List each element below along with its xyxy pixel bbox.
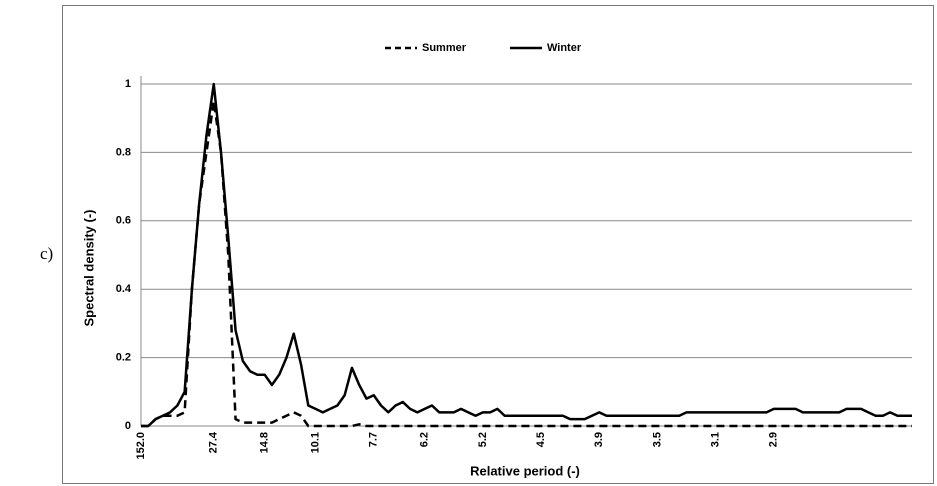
series-line bbox=[141, 82, 912, 428]
y-tick-label: 0 bbox=[125, 420, 131, 432]
x-tick-label: 7.7 bbox=[368, 432, 380, 447]
x-tick-label: 14.8 bbox=[259, 432, 271, 453]
y-tick-label: 0.8 bbox=[116, 146, 131, 158]
y-tick-label: 0.2 bbox=[116, 352, 131, 364]
panel-label: c) bbox=[40, 244, 53, 263]
x-tick-label: 4.5 bbox=[535, 432, 547, 447]
y-axis-title: Spectral density (-) bbox=[81, 209, 96, 326]
legend-label: Summer bbox=[422, 42, 467, 54]
x-tick-label: 10.1 bbox=[309, 432, 321, 453]
x-axis-title: Relative period (-) bbox=[470, 463, 580, 478]
y-tick-label: 0.4 bbox=[116, 283, 132, 295]
x-tick-label: 3.9 bbox=[593, 432, 605, 447]
chart-border bbox=[62, 5, 934, 484]
y-tick-label: 1 bbox=[125, 78, 131, 90]
x-tick-label: 5.2 bbox=[477, 432, 489, 447]
legend-label: Winter bbox=[547, 42, 582, 54]
x-tick-label: 2.9 bbox=[768, 432, 780, 447]
x-tick-label: 6.2 bbox=[419, 432, 431, 447]
series-line bbox=[141, 99, 912, 428]
x-tick-label: 152.0 bbox=[135, 432, 147, 460]
y-tick-label: 0.6 bbox=[116, 215, 131, 227]
x-tick-label: 3.5 bbox=[651, 432, 663, 447]
x-tick-label: 3.1 bbox=[710, 432, 722, 447]
x-tick-label: 27.4 bbox=[208, 431, 220, 453]
